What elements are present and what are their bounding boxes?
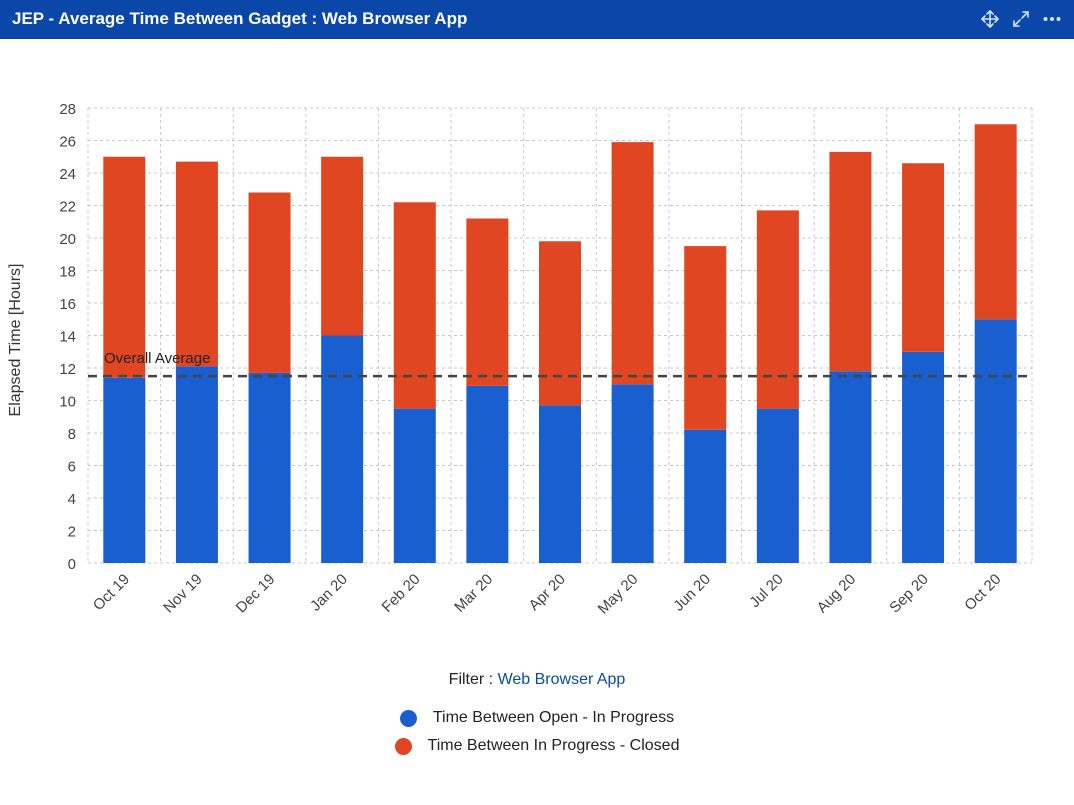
y-tick-label: 8 [68, 426, 76, 443]
y-tick-label: 20 [59, 231, 76, 248]
bar-in-progress-closed [684, 246, 727, 430]
bar-open-in-progress [902, 351, 945, 563]
y-tick-label: 22 [59, 199, 76, 216]
y-tick-label: 28 [59, 101, 76, 118]
bar-in-progress-closed [974, 124, 1017, 320]
x-tick-label: Jan 20 [307, 571, 351, 615]
bars [103, 124, 1017, 563]
bar-in-progress-closed [175, 161, 218, 367]
bar-in-progress-closed [321, 156, 364, 336]
filter-row: Filter : Web Browser App [0, 671, 1074, 689]
x-tick-label: Sep 20 [886, 571, 932, 617]
y-tick-label: 18 [59, 264, 76, 281]
more-icon[interactable] [1040, 7, 1064, 31]
chart-area: 0 2 4 6 8 10 12 14 16 18 20 22 24 26 28 Elapsed Time [… [0, 40, 1074, 680]
reference-line: Overall Average [88, 350, 1032, 378]
bar-in-progress-closed [248, 192, 291, 373]
average-line-label: Overall Average [104, 350, 210, 367]
bar-open-in-progress [103, 377, 146, 563]
bar-in-progress-closed [466, 218, 509, 386]
legend-dot-icon [399, 709, 417, 727]
bar-open-in-progress [539, 405, 581, 563]
y-tick-label: 4 [68, 491, 76, 508]
y-tick-label: 6 [68, 459, 76, 476]
x-tick-label: Mar 20 [451, 571, 496, 616]
y-axis-label: Elapsed Time [Hours] [7, 264, 24, 417]
x-tick-label: Oct 20 [961, 571, 1004, 614]
x-tick-label: Oct 19 [90, 571, 133, 614]
bar-in-progress-closed [393, 202, 436, 409]
y-tick-label: 24 [59, 166, 76, 183]
y-tick-label: 16 [59, 296, 76, 313]
gadget-title: JEP - Average Time Between Gadget : Web … [12, 9, 468, 28]
legend-dot-icon [394, 737, 412, 755]
x-tick-label: Feb 20 [379, 571, 424, 616]
y-tick-label: 2 [68, 524, 76, 541]
bar-in-progress-closed [756, 210, 799, 409]
y-tick-label: 10 [59, 394, 76, 411]
legend-label: Time Between In Progress - Closed [427, 737, 680, 754]
x-tick-label: May 20 [595, 571, 642, 618]
bar-in-progress-closed [539, 241, 581, 406]
x-tick-label: Jun 20 [670, 571, 714, 615]
x-tick-label: Jul 20 [746, 571, 786, 611]
bar-in-progress-closed [829, 151, 872, 372]
x-axis-ticks: Oct 19 Nov 19 Dec 19 Jan 20 Feb 20 Mar 20 Apr … [90, 571, 1005, 618]
y-tick-label: 26 [59, 134, 76, 151]
legend-item-open-in-progress[interactable]: Time Between Open - In Progress [0, 704, 1074, 732]
move-icon[interactable] [978, 7, 1002, 31]
bar-open-in-progress [393, 408, 436, 563]
bar-open-in-progress [756, 408, 799, 563]
header-toolbar [971, 7, 1064, 31]
bar-open-in-progress [684, 429, 727, 563]
x-tick-label: Nov 19 [160, 571, 206, 617]
y-tick-label: 12 [59, 361, 76, 378]
bar-in-progress-closed [103, 156, 146, 378]
y-tick-label: 0 [68, 556, 76, 573]
bar-open-in-progress [466, 385, 509, 563]
y-tick-label: 14 [59, 329, 76, 346]
bar-open-in-progress [321, 335, 364, 563]
bar-open-in-progress [974, 319, 1017, 563]
legend-item-in-progress-closed[interactable]: Time Between In Progress - Closed [0, 732, 1074, 760]
gridlines [87, 107, 1033, 564]
bar-open-in-progress [611, 384, 654, 563]
legend: Time Between Open - In Progress Time Bet… [0, 704, 1074, 760]
expand-icon[interactable] [1009, 7, 1033, 31]
x-tick-label: Aug 20 [814, 571, 860, 617]
bar-open-in-progress [175, 366, 218, 563]
bar-in-progress-closed [611, 142, 654, 385]
x-tick-label: Apr 20 [526, 571, 569, 614]
legend-label: Time Between Open - In Progress [432, 709, 675, 726]
filter-label: Filter : [448, 671, 498, 688]
bar-open-in-progress [248, 372, 291, 563]
bar-in-progress-closed [902, 163, 945, 352]
filter-value-link[interactable]: Web Browser App [497, 671, 626, 688]
x-tick-label: Dec 19 [233, 571, 279, 617]
bar-open-in-progress [829, 371, 872, 563]
gadget-header: JEP - Average Time Between Gadget : Web … [0, 0, 1074, 39]
